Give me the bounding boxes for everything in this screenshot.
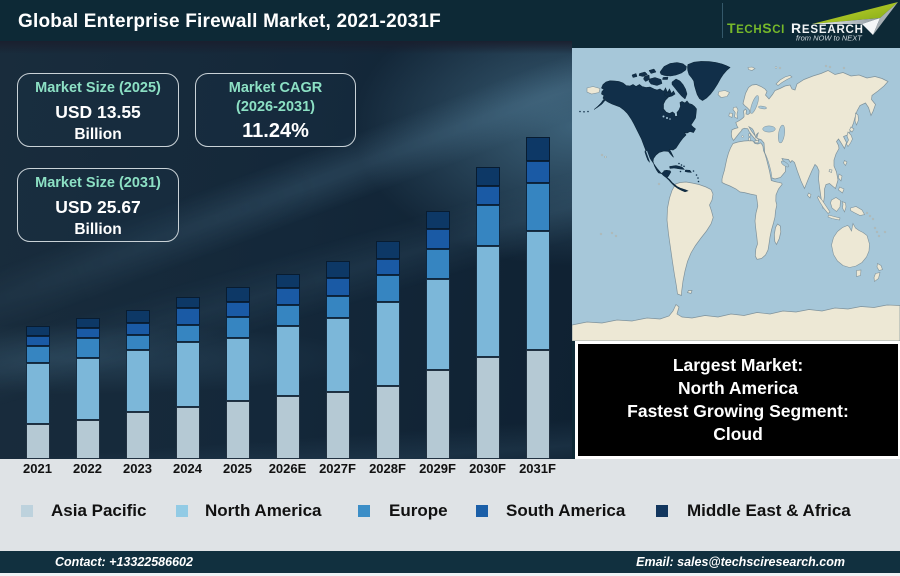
svg-text:from NOW to NEXT: from NOW to NEXT — [796, 34, 863, 42]
svg-text:TECHSCI: TECHSCI — [727, 20, 785, 36]
svg-text:RESEARCH: RESEARCH — [791, 20, 864, 36]
